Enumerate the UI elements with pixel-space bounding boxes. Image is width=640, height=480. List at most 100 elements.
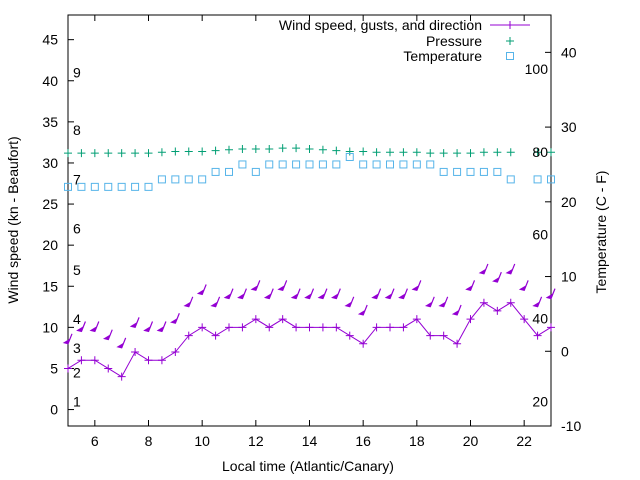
x-tick-label: 16 <box>355 433 371 449</box>
pressure-point <box>479 148 488 157</box>
pressure-point <box>64 149 72 158</box>
beaufort-label: 8 <box>73 122 81 138</box>
wind-point <box>426 331 435 340</box>
temperature-point <box>426 160 435 169</box>
pressure-point <box>453 149 462 158</box>
pressure-point <box>90 149 99 158</box>
legend-marker <box>506 37 514 45</box>
temperature-point <box>453 167 462 176</box>
pressure-point <box>466 149 475 158</box>
wind-point <box>265 323 274 332</box>
gust-arrow-head <box>102 334 111 341</box>
y-tick-label-left: 0 <box>50 402 58 418</box>
temperature-point <box>64 182 72 191</box>
gust-arrow-head <box>411 285 419 291</box>
gust-arrow-head <box>451 309 459 316</box>
pressure-point <box>318 145 327 154</box>
y-tick-label-left: 10 <box>42 319 58 335</box>
temperature-point <box>198 175 207 184</box>
temperature-point <box>117 182 126 191</box>
pressure-point <box>184 147 193 156</box>
y-tick-label-left: 30 <box>42 155 58 171</box>
gust-arrow-head <box>223 293 231 300</box>
y-tick-label-right: 40 <box>561 44 577 60</box>
gust-arrow-head <box>371 293 379 300</box>
pressure-point <box>506 148 515 157</box>
gust-arrow-head <box>465 285 473 291</box>
beaufort-label: 6 <box>73 221 81 237</box>
gust-arrow-head <box>317 293 325 300</box>
y-tick-label-right: 20 <box>561 194 577 210</box>
wind-line <box>67 302 552 378</box>
x-tick-label: 10 <box>194 433 210 449</box>
wind-point <box>238 323 247 332</box>
gust-arrow-head <box>210 301 218 308</box>
wind-point <box>117 372 126 381</box>
wind-point <box>547 323 555 332</box>
temperature-point <box>332 160 341 169</box>
wind-point <box>278 315 287 324</box>
y-tick-label-left: 20 <box>42 237 58 253</box>
beaufort-label: 2 <box>73 365 81 381</box>
wind-point <box>90 356 99 365</box>
gust-arrow-head <box>62 338 70 345</box>
wind-point <box>345 331 354 340</box>
temperature-point <box>466 167 475 176</box>
pressure-point <box>278 144 287 153</box>
wind-point <box>171 348 180 357</box>
wind-point <box>453 339 462 348</box>
temperature-point <box>90 182 99 191</box>
temperature-point <box>345 152 354 161</box>
pressure-point <box>251 144 260 153</box>
y-tick-label-left: 5 <box>50 360 58 376</box>
pressure-point <box>359 147 368 156</box>
wind-point <box>412 315 421 324</box>
pressure-point <box>386 148 394 157</box>
gust-arrow-head <box>478 268 486 275</box>
y-tick-label-left: 45 <box>42 32 58 48</box>
pressure-point <box>533 148 542 157</box>
y-tick-label-left: 15 <box>42 278 58 294</box>
temperature-point <box>251 167 260 176</box>
temperature-point <box>211 167 220 176</box>
fahrenheit-label: 40 <box>532 310 548 326</box>
wind-point <box>466 315 475 324</box>
y-tick-label-left: 35 <box>42 114 58 130</box>
temperature-point <box>506 175 515 184</box>
pressure-point <box>198 147 207 156</box>
legend-label: Temperature <box>403 48 482 64</box>
fahrenheit-label: 100 <box>525 61 549 77</box>
wind-point <box>305 323 314 332</box>
temperature-point <box>104 182 113 191</box>
pressure-point <box>265 144 274 153</box>
x-tick-label: 14 <box>302 433 318 449</box>
gust-arrow-head <box>263 293 272 300</box>
gust-arrow-head <box>277 285 285 291</box>
temperature-point <box>533 175 542 184</box>
legend-label: Pressure <box>426 33 482 49</box>
gust-arrow-head <box>331 293 339 300</box>
gust-arrow-head <box>518 285 526 291</box>
gust-arrow-head <box>438 301 446 308</box>
x-axis-label: Local time (Atlantic/Canary) <box>222 458 394 474</box>
beaufort-label: 7 <box>73 171 81 187</box>
y-tick-label-right: 30 <box>561 119 577 135</box>
y-tick-label-right: -10 <box>561 418 581 434</box>
gust-arrow-head <box>183 301 191 308</box>
pressure-point <box>171 147 180 156</box>
pressure-point <box>426 149 435 158</box>
extra-labels: 1 2 3 4 5 6 7 8 9 20 40 60 80 100 <box>73 61 548 410</box>
legend-label: Wind speed, gusts, and direction <box>279 17 482 33</box>
pressure-point <box>399 148 408 157</box>
y-axis-label-right: Temperature (C - F) <box>593 171 609 294</box>
wind-point <box>77 356 86 365</box>
gust-arrow-head <box>398 293 406 300</box>
gust-arrow-head <box>532 301 540 308</box>
pressure-point <box>225 145 233 154</box>
pressure-point <box>157 148 166 157</box>
plot-border <box>67 14 552 427</box>
gust-arrow-head <box>76 326 84 333</box>
gust-arrow-head <box>170 318 178 324</box>
wind-point <box>506 298 515 307</box>
x-tick-label: 12 <box>248 433 264 449</box>
